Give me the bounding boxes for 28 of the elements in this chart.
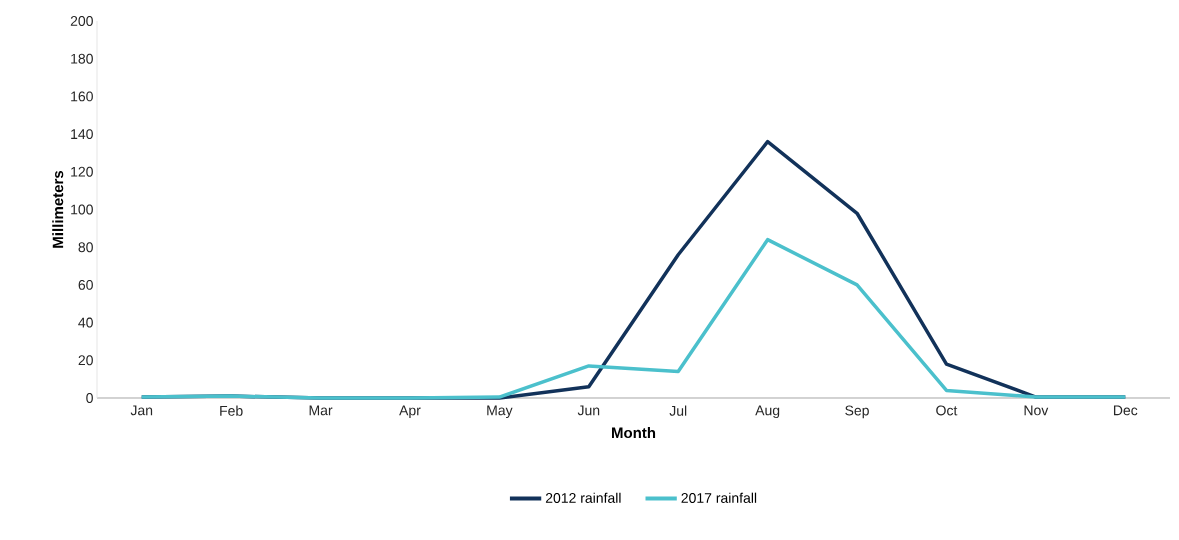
x-tick-label: Aug bbox=[755, 405, 780, 419]
y-tick-label: 20 bbox=[78, 355, 93, 366]
x-axis-title: Month bbox=[612, 427, 656, 439]
line-series bbox=[139, 237, 1128, 400]
y-tick-label: 60 bbox=[78, 279, 93, 290]
x-tick-label: Jul bbox=[669, 405, 687, 416]
legend-label: 2017 rainfall bbox=[681, 492, 757, 503]
x-tick-label: Nov bbox=[1024, 405, 1049, 416]
x-tick-label: Oct bbox=[936, 405, 958, 416]
y-tick-label: 140 bbox=[71, 129, 93, 140]
y-tick-label: 80 bbox=[78, 242, 93, 253]
y-tick-label: 120 bbox=[71, 166, 93, 177]
y-tick-label: 100 bbox=[71, 204, 93, 215]
y-axis-title: Millimeters bbox=[52, 170, 64, 248]
x-tick-label: May bbox=[487, 405, 513, 419]
y-tick-label: 160 bbox=[71, 91, 93, 102]
y-tick-label: 40 bbox=[78, 317, 93, 328]
legend-label: 2012 rainfall bbox=[545, 492, 621, 503]
x-tick-label: Dec bbox=[1113, 405, 1138, 416]
y-tick-label: 180 bbox=[71, 53, 93, 64]
x-tick-label: Jan bbox=[130, 405, 153, 416]
y-tick-label: 200 bbox=[70, 16, 93, 26]
x-tick-label: Feb bbox=[220, 405, 243, 416]
x-tick-label: Sep bbox=[845, 405, 869, 419]
x-tick-label: Jun bbox=[577, 405, 600, 416]
y-tick-label: 0 bbox=[86, 393, 93, 403]
x-tick-label: Mar bbox=[309, 405, 333, 416]
x-tick-label: Apr bbox=[399, 405, 421, 419]
